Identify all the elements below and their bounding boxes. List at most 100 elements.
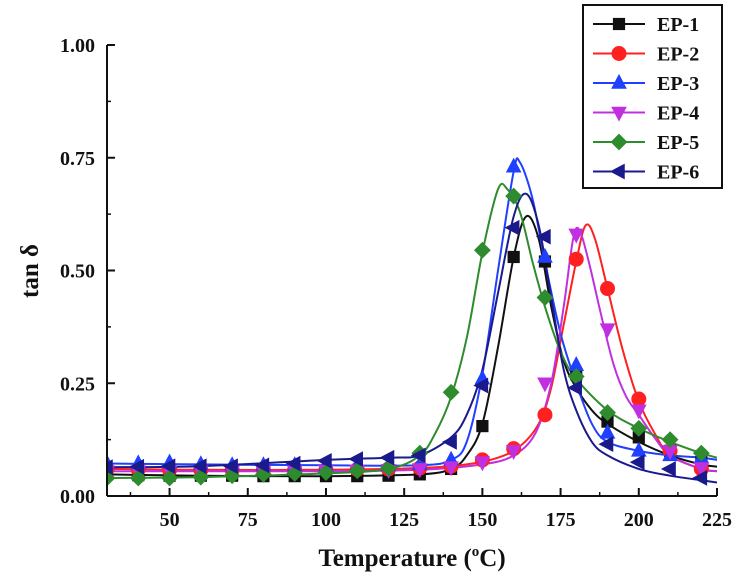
legend-item-ep-3: EP-3 [593, 73, 699, 95]
data-point [411, 463, 428, 479]
series-markers-ep-3 [107, 157, 710, 472]
data-point [505, 445, 522, 461]
legend-label: EP-6 [657, 162, 699, 184]
data-point [285, 455, 301, 472]
data-point [442, 383, 460, 401]
data-point [537, 247, 553, 263]
data-point [630, 419, 648, 437]
data-point [535, 228, 551, 245]
legend-marker [611, 73, 627, 89]
legend-marker [610, 133, 628, 151]
data-point [536, 289, 554, 306]
data-point [600, 281, 616, 297]
x-axis-title-sup: o [472, 544, 480, 560]
y-axis-title: tan δ [17, 244, 44, 298]
y-tick-label: 0.50 [60, 261, 95, 283]
x-tick-label: 50 [160, 509, 180, 531]
data-point [693, 462, 710, 478]
data-point [348, 451, 364, 467]
data-point [223, 458, 238, 475]
legend-label: EP-2 [657, 44, 699, 66]
data-point [537, 377, 553, 393]
x-axis-title-unit: C) [479, 545, 505, 572]
data-point [107, 459, 113, 475]
data-point [599, 423, 616, 439]
data-point [316, 452, 332, 469]
data-point [348, 462, 366, 480]
legend-box [582, 4, 723, 189]
data-point [161, 469, 178, 487]
data-point [568, 228, 585, 244]
legend-label: EP-4 [657, 103, 699, 125]
series-markers-ep-1 [107, 250, 708, 483]
data-point [317, 464, 335, 481]
data-point [476, 419, 489, 433]
data-point [598, 436, 614, 452]
legend-label: EP-5 [657, 132, 699, 154]
data-point [443, 461, 459, 477]
series-line-ep-3 [107, 157, 717, 467]
x-tick-label: 200 [624, 509, 654, 531]
data-point [474, 456, 491, 472]
data-point [129, 469, 147, 487]
legend-item-ep-6: EP-6 [593, 162, 699, 184]
legend-marker [611, 46, 627, 61]
series-line-ep-6 [107, 192, 717, 484]
y-tick-label: 1.00 [60, 35, 95, 57]
data-point [630, 404, 647, 420]
y-tick-label: 0.25 [60, 373, 95, 395]
data-point [631, 391, 647, 407]
series-markers-ep-5 [107, 187, 710, 487]
data-point [507, 250, 520, 264]
data-point [107, 469, 116, 487]
legend-label: EP-1 [657, 14, 699, 36]
data-point [505, 187, 523, 205]
legend-marker [609, 163, 625, 180]
x-axis-title: Temperature (oC) [318, 544, 505, 572]
series-markers-ep-2 [107, 251, 709, 478]
data-point [661, 431, 679, 449]
data-point [441, 434, 457, 450]
data-point [254, 457, 270, 474]
data-point [537, 407, 553, 423]
legend-item-ep-2: EP-2 [593, 44, 699, 66]
legend-item-ep-1: EP-1 [593, 14, 699, 36]
data-point [630, 441, 647, 457]
legend-label: EP-3 [657, 73, 699, 95]
data-point [567, 379, 582, 396]
series-markers-ep-4 [107, 228, 710, 481]
x-tick-label: 150 [467, 509, 497, 531]
data-point [410, 447, 426, 464]
data-point [599, 404, 616, 421]
x-tick-label: 75 [238, 509, 258, 531]
data-point [568, 251, 584, 267]
y-tick-label: 0.75 [60, 148, 95, 170]
legend-marker [612, 17, 626, 31]
legend-item-ep-4: EP-4 [593, 103, 699, 125]
legend-marker [611, 106, 627, 122]
data-point [192, 468, 210, 486]
x-tick-label: 100 [311, 509, 341, 531]
data-point [599, 323, 616, 339]
series-line-ep-1 [107, 214, 717, 478]
data-point [473, 241, 491, 259]
series-markers-ep-6 [107, 219, 708, 486]
data-point [505, 157, 522, 173]
data-point [473, 377, 489, 394]
data-point [660, 461, 676, 477]
y-tick-label: 0.00 [60, 486, 95, 508]
data-point [692, 444, 710, 462]
x-tick-label: 225 [702, 509, 732, 531]
x-axis-title-main: Temperature ( [318, 545, 471, 572]
data-point [504, 219, 520, 236]
data-point [379, 449, 395, 466]
data-point [692, 470, 708, 486]
data-point [191, 458, 207, 475]
data-point [629, 454, 645, 471]
data-point [160, 458, 176, 475]
x-tick-label: 175 [546, 509, 576, 531]
legend-item-ep-5: EP-5 [593, 132, 699, 154]
x-tick-label: 125 [389, 509, 419, 531]
data-point [129, 458, 145, 475]
